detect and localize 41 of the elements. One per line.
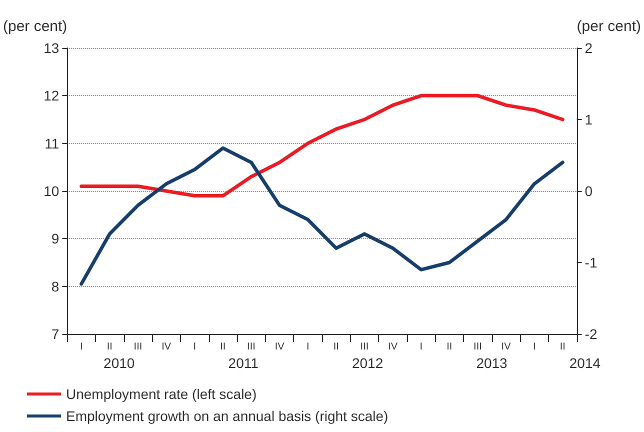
x-tick-label: II (560, 342, 566, 352)
text: 2010 (104, 355, 135, 371)
x-tick-label: I (420, 342, 422, 352)
x-tick-label: III (474, 342, 482, 352)
x-tick-label: I (306, 342, 310, 352)
x-tick-label: IV (162, 342, 172, 352)
x-tick-label: IV (388, 342, 398, 352)
y2-axis-title: (per cent) (576, 18, 642, 35)
x-tick-label: III (247, 342, 256, 352)
x-tick-label: II (220, 342, 226, 352)
x-tick-label: III (360, 342, 369, 352)
x-tick-label: I (80, 342, 83, 352)
y2-tick-label: -1 (584, 254, 598, 270)
y-tick-label: 9 (51, 230, 60, 247)
x-tick-label: II (333, 342, 339, 352)
x-tick-label: I (193, 342, 196, 352)
y2-tick-label: -2 (584, 326, 598, 342)
x-tick-label: III (134, 342, 142, 352)
line-series (80, 146, 564, 286)
y-tick-label: 11 (44, 135, 60, 152)
y2-tick-label: 2 (584, 40, 593, 56)
y-tick-label: 8 (51, 278, 60, 294)
x-tick-label: II (446, 342, 452, 352)
line-series (80, 94, 564, 198)
x-tick-label: IV (501, 342, 512, 352)
y2-tick-label: 0 (584, 183, 593, 199)
text: 2013 (476, 355, 508, 371)
y-tick-label: 12 (44, 88, 60, 104)
y-tick-label: 10 (44, 183, 60, 199)
legend-label: Unemployment rate (left scale) (66, 386, 257, 402)
y-tick-label: 13 (44, 40, 60, 56)
y-tick-label: 7 (51, 326, 60, 342)
x-tick-label: II (106, 342, 112, 352)
y-axis-title: (per cent) (2, 18, 68, 35)
text: 2011 (228, 355, 259, 371)
x-tick-label: IV (274, 342, 285, 352)
x-tick-label: I (532, 342, 536, 352)
text: 2012 (352, 355, 384, 371)
y2-tick-label: 1 (584, 112, 593, 128)
legend-label: Employment growth on an annual basis (right scale) (66, 408, 388, 424)
text: 2014 (569, 355, 601, 371)
